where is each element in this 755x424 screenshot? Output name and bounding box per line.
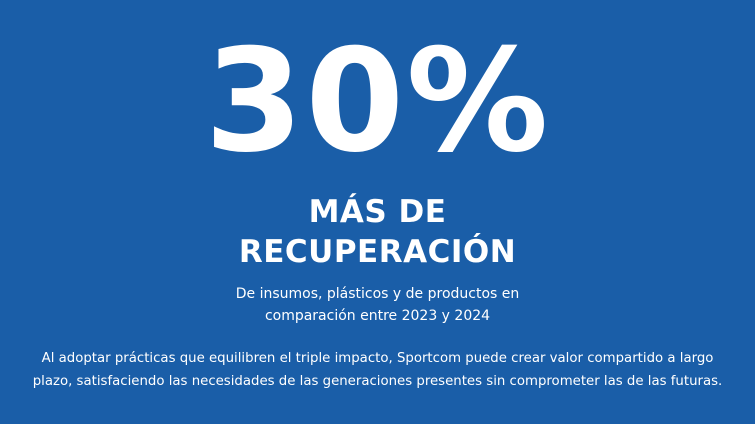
subtitle: De insumos, plásticos y de productos en … <box>0 283 755 327</box>
headline-line-2: RECUPERACIÓN <box>238 234 517 270</box>
description-line-1: Al adoptar prácticas que equilibren el t… <box>41 351 714 366</box>
percentage-stat: 30% <box>204 19 551 184</box>
headline-line-1: MÁS DE <box>308 194 447 230</box>
subtitle-line-2: comparación entre 2023 y 2024 <box>264 308 491 324</box>
description-line-2: plazo, satisfaciendo las necesidades de … <box>32 374 723 389</box>
subtitle-line-1: De insumos, plásticos y de productos en <box>235 286 520 302</box>
headline: MÁS DE RECUPERACIÓN <box>0 192 755 272</box>
description: Al adoptar prácticas que equilibren el t… <box>0 347 755 393</box>
